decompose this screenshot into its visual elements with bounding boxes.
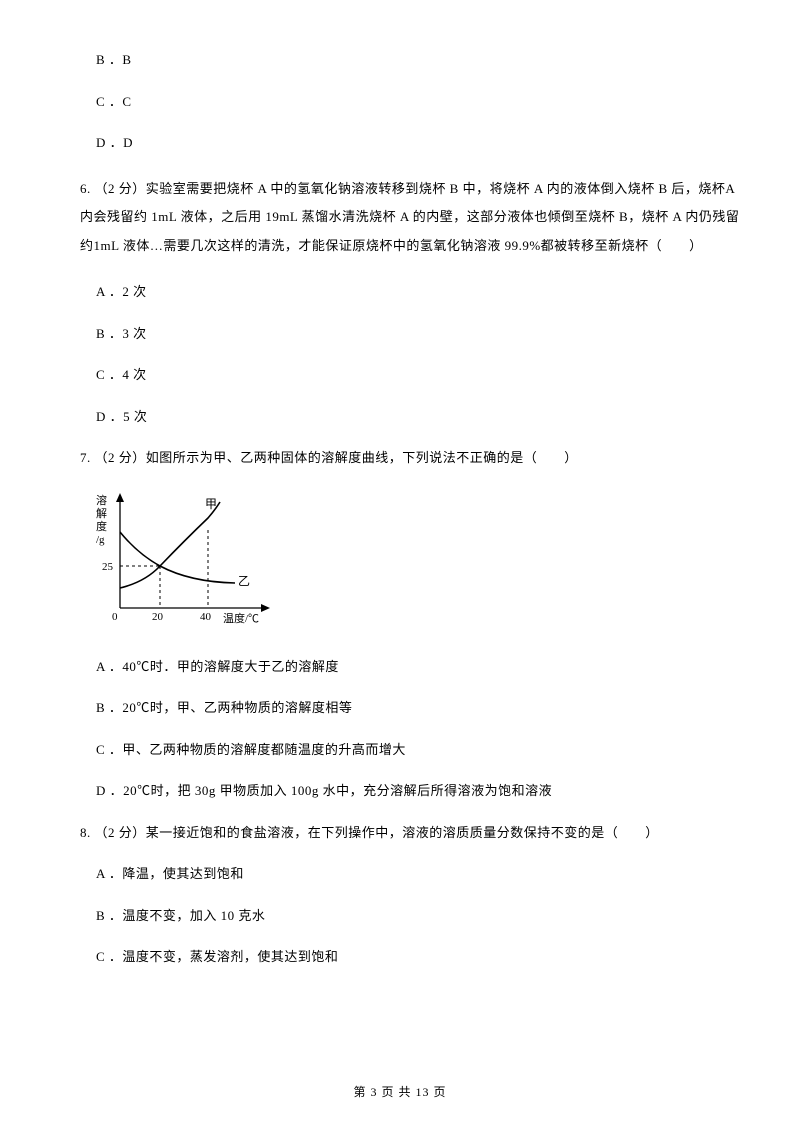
y-tick-25: 25 <box>102 561 114 573</box>
q8-option-a: A ．降温，使其达到饱和 <box>56 864 744 884</box>
page-footer: 第 3 页 共 13 页 <box>0 1083 800 1100</box>
q8-option-b: B ．温度不变，加入 10 克水 <box>56 906 744 926</box>
q8-stem: 8. （2 分）某一接近饱和的食盐溶液，在下列操作中，溶液的溶质质量分数保持不变… <box>56 823 744 843</box>
curve-jia-label: 甲 <box>205 497 217 511</box>
curve-yi <box>120 532 235 583</box>
y-label-1: 溶 <box>96 493 107 507</box>
x-tick-20: 20 <box>152 611 164 623</box>
q6-option-b: B ．3 次 <box>56 324 744 344</box>
y-label-2: 解 <box>96 506 107 520</box>
y-axis-arrow-icon <box>116 493 124 502</box>
x-tick-40: 40 <box>200 611 212 623</box>
prev-option-b: B ．B <box>56 50 744 70</box>
x-axis-arrow-icon <box>261 604 270 612</box>
prev-option-d: D ．D <box>56 133 744 153</box>
q7-option-d: D ．20℃时，把 30g 甲物质加入 100g 水中，充分溶解后所得溶液为饱和… <box>56 781 744 801</box>
q7-option-b: B ．20℃时，甲、乙两种物质的溶解度相等 <box>56 698 744 718</box>
q8-option-c: C ．温度不变，蒸发溶剂，使其达到饱和 <box>56 947 744 967</box>
curve-yi-label: 乙 <box>238 574 250 588</box>
solubility-graph: 溶 解 度 /g 25 0 20 40 温度/℃ 甲 <box>90 490 290 635</box>
y-label-4: /g <box>96 534 105 546</box>
q7-option-a: A ．40℃时．甲的溶解度大于乙的溶解度 <box>56 657 744 677</box>
origin-label: 0 <box>112 611 118 623</box>
q7-option-c: C ．甲、乙两种物质的溶解度都随温度的升高而增大 <box>56 740 744 760</box>
q6-option-d: D ．5 次 <box>56 407 744 427</box>
page-content: B ．B C ．C D ．D 6. （2 分）实验室需要把烧杯 A 中的氢氧化钠… <box>0 0 800 1019</box>
curve-jia <box>120 502 220 588</box>
q6-option-c: C ．4 次 <box>56 365 744 385</box>
y-label-3: 度 <box>96 519 107 533</box>
q6-option-a: A ．2 次 <box>56 282 744 302</box>
q6-stem: 6. （2 分）实验室需要把烧杯 A 中的氢氧化钠溶液转移到烧杯 B 中，将烧杯… <box>56 175 744 261</box>
graph-svg: 溶 解 度 /g 25 0 20 40 温度/℃ 甲 <box>90 490 290 635</box>
q7-stem: 7. （2 分）如图所示为甲、乙两种固体的溶解度曲线，下列说法不正确的是（ ） <box>56 448 744 468</box>
prev-option-c: C ．C <box>56 92 744 112</box>
x-axis-label: 温度/℃ <box>223 611 259 625</box>
